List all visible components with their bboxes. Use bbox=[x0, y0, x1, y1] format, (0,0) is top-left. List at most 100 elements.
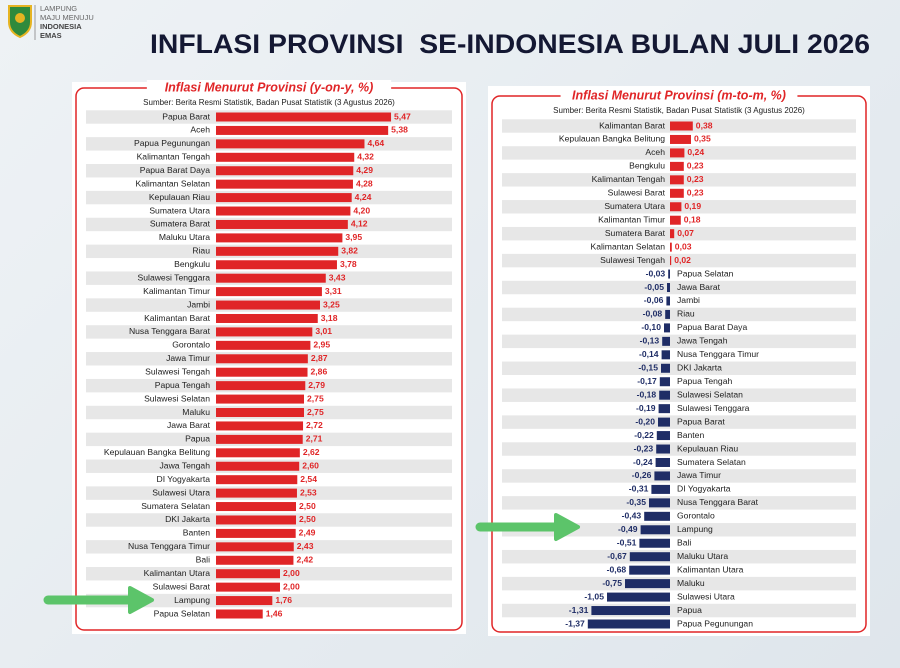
category-label: Kalimantan Tengah bbox=[137, 152, 211, 162]
value-label: 4,32 bbox=[357, 152, 374, 162]
value-label: 0,02 bbox=[674, 255, 691, 265]
value-label: 2,95 bbox=[313, 340, 330, 350]
bar bbox=[216, 555, 294, 565]
row-stripe bbox=[502, 226, 856, 241]
logo: LAMPUNG MAJU MENUJU INDONESIA EMAS bbox=[8, 4, 94, 40]
category-label: Kalimantan Timur bbox=[143, 286, 210, 296]
value-label: -0,15 bbox=[638, 363, 658, 373]
value-label: 4,64 bbox=[367, 138, 384, 148]
category-label: Jawa Timur bbox=[166, 353, 210, 363]
value-label: 4,24 bbox=[355, 192, 372, 202]
category-label: Sulawesi Barat bbox=[608, 188, 666, 198]
bar bbox=[658, 417, 670, 427]
bar bbox=[216, 327, 313, 337]
value-label: 0,07 bbox=[677, 228, 694, 238]
row-stripe bbox=[502, 442, 856, 456]
bar bbox=[216, 340, 311, 350]
bar bbox=[670, 229, 675, 239]
bar bbox=[216, 488, 297, 498]
bar bbox=[216, 475, 298, 485]
category-label: Papua Selatan bbox=[677, 268, 734, 278]
bar bbox=[216, 139, 365, 149]
bar bbox=[216, 542, 294, 552]
value-label: 3,78 bbox=[340, 259, 357, 269]
category-label: Jawa Barat bbox=[167, 420, 211, 430]
category-label: Sulawesi Utara bbox=[152, 487, 210, 497]
value-label: -0,03 bbox=[646, 268, 666, 278]
bar bbox=[216, 569, 280, 579]
bar bbox=[216, 367, 308, 377]
value-label: 2,87 bbox=[311, 353, 328, 363]
category-label: Sumatera Utara bbox=[149, 205, 210, 215]
category-label: Kalimantan Selatan bbox=[135, 178, 210, 188]
value-label: -0,05 bbox=[644, 282, 664, 292]
row-stripe bbox=[502, 388, 856, 402]
value-label: -0,24 bbox=[633, 457, 653, 467]
category-label: Lampung bbox=[677, 524, 713, 534]
bar bbox=[654, 471, 670, 481]
category-label: Kepulauan Bangka Belitung bbox=[559, 134, 665, 144]
category-label: Sulawesi Tengah bbox=[600, 255, 665, 265]
row-stripe bbox=[502, 280, 856, 295]
bar bbox=[216, 233, 343, 243]
value-label: 2,75 bbox=[307, 407, 324, 417]
value-label: -0,19 bbox=[636, 403, 656, 413]
row-stripe bbox=[502, 469, 856, 483]
bar bbox=[216, 448, 300, 458]
category-label: DI Yogyakarta bbox=[677, 484, 731, 494]
slide-title: INFLASI PROVINSI SE-INDONESIA BULAN JULI… bbox=[150, 29, 870, 59]
value-label: -0,23 bbox=[634, 443, 654, 453]
category-label: Jawa Barat bbox=[677, 282, 721, 292]
category-label: Papua Barat bbox=[677, 416, 725, 426]
value-label: -0,18 bbox=[637, 389, 657, 399]
bar bbox=[629, 565, 670, 575]
bar bbox=[607, 592, 670, 602]
bar bbox=[216, 394, 304, 404]
bar bbox=[670, 215, 681, 225]
bar bbox=[662, 336, 670, 346]
value-label: 0,03 bbox=[675, 241, 692, 251]
bar bbox=[659, 377, 670, 387]
arrow-head bbox=[554, 513, 580, 541]
bar bbox=[216, 300, 320, 310]
category-label: Kalimantan Utara bbox=[677, 564, 744, 574]
bar bbox=[216, 421, 304, 431]
bar bbox=[670, 175, 684, 185]
category-label: Nusa Tenggara Barat bbox=[129, 326, 211, 336]
bar bbox=[216, 206, 351, 216]
bar bbox=[651, 484, 670, 494]
bar bbox=[216, 219, 348, 229]
category-label: DKI Jakarta bbox=[165, 514, 210, 524]
value-label: -0,49 bbox=[618, 524, 638, 534]
value-label: 4,12 bbox=[351, 219, 368, 229]
bar bbox=[216, 582, 280, 592]
bar bbox=[216, 461, 300, 471]
category-label: Kalimantan Selatan bbox=[590, 241, 665, 251]
value-label: -0,75 bbox=[602, 578, 622, 588]
category-label: Papua Pegunungan bbox=[677, 618, 753, 628]
bar bbox=[216, 313, 318, 323]
value-label: 2,86 bbox=[311, 366, 328, 376]
value-label: 3,25 bbox=[323, 299, 340, 309]
value-label: 1,46 bbox=[266, 608, 283, 618]
bar bbox=[629, 552, 670, 562]
row-stripe bbox=[502, 307, 856, 322]
value-label: 0,23 bbox=[687, 161, 704, 171]
category-label: Maluku bbox=[182, 407, 210, 417]
category-label: Sulawesi Selatan bbox=[677, 389, 743, 399]
bar bbox=[656, 431, 670, 441]
value-label: 5,47 bbox=[394, 111, 411, 121]
category-label: Maluku Utara bbox=[159, 232, 210, 242]
value-label: 0,23 bbox=[687, 174, 704, 184]
value-label: -0,26 bbox=[632, 470, 652, 480]
value-label: -1,31 bbox=[569, 605, 589, 615]
bar bbox=[216, 515, 296, 525]
chart-title: Inflasi Menurut Provinsi (y-on-y, %) bbox=[165, 80, 374, 94]
value-label: -0,13 bbox=[640, 336, 660, 346]
category-label: Papua Pegunungan bbox=[134, 138, 210, 148]
category-label: Nusa Tenggara Timur bbox=[677, 349, 759, 359]
value-label: 2,00 bbox=[283, 581, 300, 591]
value-label: 2,53 bbox=[300, 487, 317, 497]
category-label: Kepulauan Bangka Belitung bbox=[104, 447, 210, 457]
